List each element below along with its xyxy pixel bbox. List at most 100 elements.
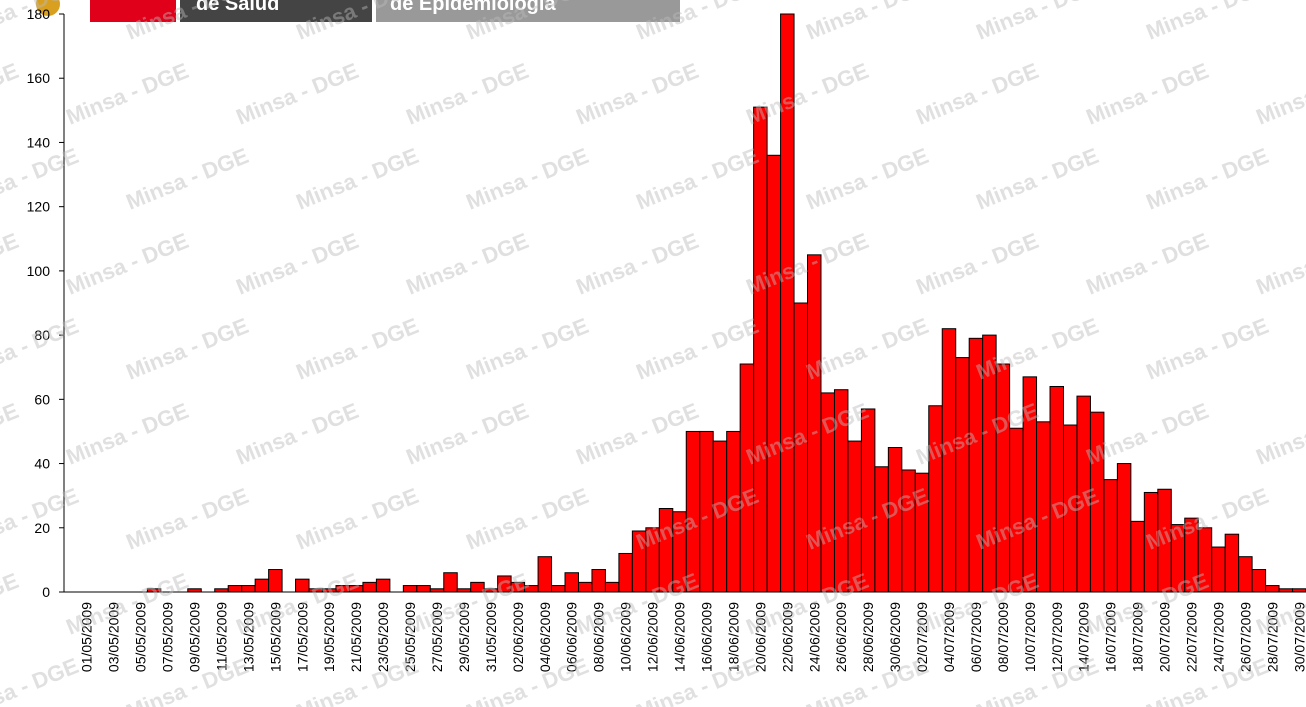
x-tick-label: 16/06/2009 xyxy=(698,602,714,672)
bar xyxy=(874,466,889,593)
x-tick-label: 15/05/2009 xyxy=(267,602,283,672)
x-tick-label: 08/06/2009 xyxy=(591,602,607,672)
header-left: de Salud xyxy=(196,0,279,15)
watermark: Minsa - DGE xyxy=(293,313,423,385)
watermark: Minsa - DGE xyxy=(463,483,593,555)
watermark: Minsa - DGE xyxy=(463,143,593,215)
watermark: Minsa - DGE xyxy=(403,398,533,470)
bar xyxy=(860,408,876,593)
x-tick-label: 26/07/2009 xyxy=(1237,602,1253,672)
watermark: Minsa - DGE xyxy=(0,398,22,470)
watermark: Minsa - DGE xyxy=(573,58,703,130)
x-tick-label: 30/06/2009 xyxy=(887,602,903,672)
x-tick-label: 28/07/2009 xyxy=(1264,602,1280,672)
watermark: Minsa - DGE xyxy=(1083,58,1213,130)
watermark: Minsa - DGE xyxy=(803,313,933,385)
bar xyxy=(268,569,283,593)
watermark: Minsa - DGE xyxy=(293,143,423,215)
bar xyxy=(1238,556,1253,593)
bar xyxy=(551,585,566,593)
x-tick-label: 01/05/2009 xyxy=(79,602,95,672)
watermark: Minsa - DGE xyxy=(123,483,253,555)
y-tick-label: 120 xyxy=(27,199,51,215)
watermark: Minsa - DGE xyxy=(233,398,363,470)
y-tick-label: 0 xyxy=(42,584,50,600)
x-tick-label: 14/06/2009 xyxy=(672,602,688,672)
x-tick-label: 06/06/2009 xyxy=(564,602,580,672)
x-tick-label: 20/07/2009 xyxy=(1157,602,1173,672)
watermark: Minsa - DGE xyxy=(233,228,363,300)
y-tick-label: 80 xyxy=(34,327,50,343)
x-tick-label: 24/07/2009 xyxy=(1210,602,1226,672)
watermark: Minsa - DGE xyxy=(573,398,703,470)
watermark: Minsa - DGE xyxy=(293,483,423,555)
x-tick-label: 11/05/2009 xyxy=(213,602,229,671)
watermark: Minsa - DGE xyxy=(63,398,193,470)
watermark: Minsa - DGE xyxy=(743,58,873,130)
header-right: de Epidemiologia xyxy=(390,0,556,15)
watermark: Minsa - DGE xyxy=(913,228,1043,300)
y-tick-label: 100 xyxy=(27,263,51,279)
x-tick-label: 12/07/2009 xyxy=(1049,602,1065,672)
bar xyxy=(402,585,418,593)
header: de Salud de Epidemiologia xyxy=(36,0,680,22)
plot: 0 20 40 60 80 100 120 140 160 180 01/05/2009 03/05/… xyxy=(27,6,1306,672)
watermark: Minsa - DGE xyxy=(1143,0,1273,45)
header-gray xyxy=(376,0,680,22)
bar xyxy=(995,363,1011,593)
x-tick-label: 22/07/2009 xyxy=(1183,602,1199,672)
x-tick-label: 03/05/2009 xyxy=(106,602,122,672)
bar xyxy=(241,585,256,593)
x-tick-label: 04/06/2009 xyxy=(537,602,553,672)
bar xyxy=(1251,569,1267,593)
watermark: Minsa - DGE xyxy=(633,143,763,215)
x-tick-label: 02/06/2009 xyxy=(510,602,526,672)
watermark: Minsa - DGE xyxy=(63,228,193,300)
watermark: Minsa - DGE xyxy=(913,58,1043,130)
watermark: Minsa - DGE xyxy=(1253,398,1306,470)
y-tick-label: 40 xyxy=(34,456,50,472)
x-tick-label: 08/07/2009 xyxy=(995,602,1011,672)
x-tick-label: 27/05/2009 xyxy=(429,602,445,672)
watermark: Minsa - DGE xyxy=(0,653,82,707)
bar xyxy=(928,405,943,593)
bar xyxy=(375,578,391,593)
watermark: Minsa - DGE xyxy=(463,313,593,385)
x-tick-label: 22/06/2009 xyxy=(779,602,795,672)
bar xyxy=(1224,533,1240,593)
bar xyxy=(227,585,243,593)
x-tick-label: 20/06/2009 xyxy=(752,602,768,672)
watermark: Minsa - DGE xyxy=(973,0,1103,45)
x-tick-label: 30/07/2009 xyxy=(1291,602,1306,672)
watermark: Minsa - DGE xyxy=(0,568,22,640)
y-tick-label: 180 xyxy=(27,6,51,22)
bar xyxy=(766,154,782,593)
x-tick-label: 14/07/2009 xyxy=(1076,602,1092,672)
bar xyxy=(618,552,633,593)
watermark: Minsa - DGE xyxy=(123,143,253,215)
watermark: Minsa - DGE xyxy=(1143,313,1273,385)
watermark: Minsa - DGE xyxy=(403,58,533,130)
x-tick-label: 21/05/2009 xyxy=(348,602,364,672)
bar xyxy=(1211,546,1226,593)
watermark: Minsa - DGE xyxy=(1253,228,1306,300)
bar xyxy=(1103,479,1118,593)
x-tick-label: 09/05/2009 xyxy=(187,602,203,672)
x-tick-label: 26/06/2009 xyxy=(833,602,849,672)
bar xyxy=(577,581,593,593)
watermark: Minsa - DGE xyxy=(63,58,193,130)
x-tick-label: 31/05/2009 xyxy=(483,602,499,672)
x-tick-label: 18/07/2009 xyxy=(1130,602,1146,672)
bar xyxy=(1265,585,1280,593)
bar xyxy=(443,572,458,593)
watermark: Minsa - DGE xyxy=(573,228,703,300)
bar xyxy=(254,578,270,593)
x-tick-label: 16/07/2009 xyxy=(1103,602,1119,672)
x-tick-label: 13/05/2009 xyxy=(240,602,256,672)
y-tick-label: 140 xyxy=(27,134,51,150)
watermark: Minsa - DGE xyxy=(0,228,22,300)
watermark: Minsa - DGE xyxy=(973,143,1103,215)
x-tick-label: 02/07/2009 xyxy=(914,602,930,672)
watermark: Minsa - DGE xyxy=(233,58,363,130)
x-tick-label: 17/05/2009 xyxy=(294,602,310,672)
